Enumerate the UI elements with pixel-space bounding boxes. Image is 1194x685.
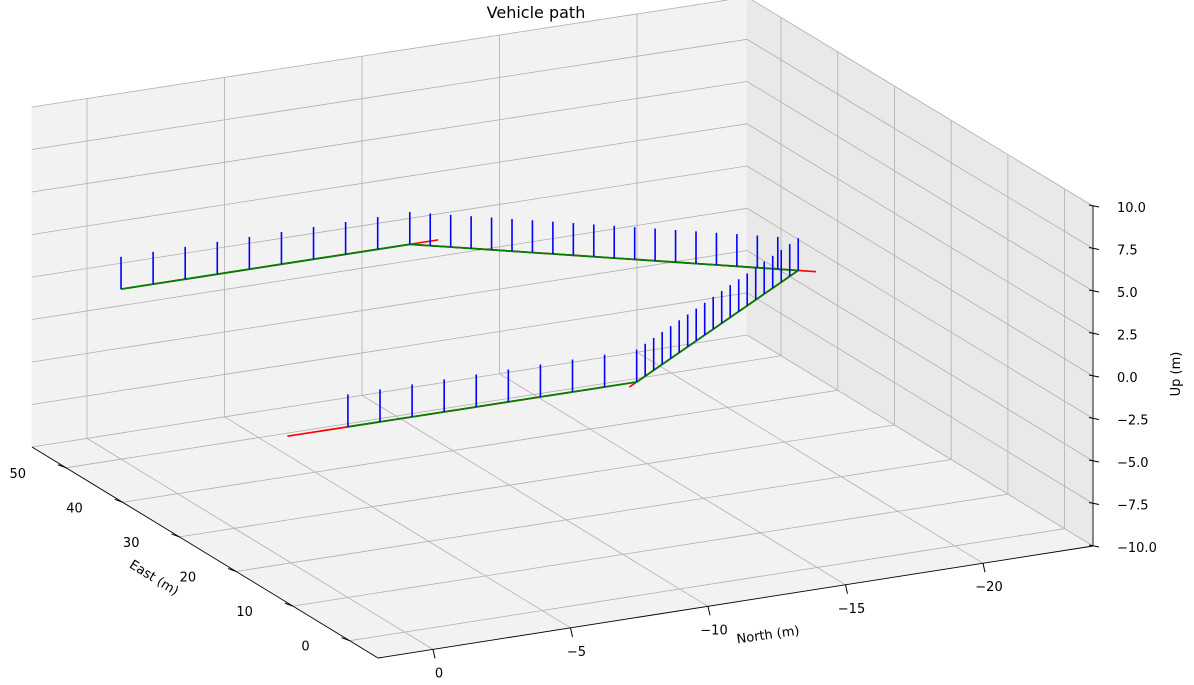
y-tick-label: 10 [236,605,253,620]
z-tick-mark [1088,247,1100,250]
axis-ticks: 0 −5 −10 −15 −20 0 10 20 30 40 50 −10.0 −7.5 −5.0 −2.5… [9,201,1156,681]
z-tick-label: −7.5 [1117,499,1149,514]
z-tick-mark [1088,204,1100,208]
z-gridline [31,123,1094,334]
x-tick-mark [707,606,711,616]
z-tick-mark [1088,502,1100,505]
z-tick-mark [1088,544,1100,548]
z-tick-mark [1088,332,1100,335]
z-tick-label: 2.5 [1117,329,1138,344]
y-tick-mark [341,637,350,642]
y-tick-mark [114,498,123,503]
z-gridline [31,0,1094,207]
z-gridline [31,81,1094,292]
y-axis-line [31,446,379,659]
y-tick-mark [171,533,180,538]
z-axis-label: Up (m) [1169,352,1184,397]
z-tick-mark [1088,417,1100,420]
z-tick-label: −5.0 [1117,456,1149,471]
z-tick-label: −10.0 [1117,541,1157,556]
y-tick-mark [228,568,237,572]
z-tick-mark [1088,289,1100,293]
x-tick-label: 0 [435,666,443,681]
z-gridline [31,165,1094,377]
y-tick-mark [57,464,67,469]
z-gridline [31,207,1094,419]
z-tick-label: 0.0 [1117,371,1138,386]
y-axis-label: East (m) [126,557,181,599]
chart-title: Vehicle path [487,3,586,22]
z-gridline [31,334,1094,547]
z-tick-label: 10.0 [1117,201,1146,216]
x-tick-label: −10 [700,623,727,638]
heading-arrow [287,426,349,438]
x-tick-label: −15 [838,602,865,617]
y-tick-label: 0 [301,640,309,655]
z-tick-label: 7.5 [1117,244,1138,259]
y-tick-label: 40 [66,501,83,516]
y-tick-mark [284,602,294,607]
z-gridline [31,38,1094,249]
axis-panes [30,0,1095,659]
y-tick-label: 20 [180,571,197,586]
y-tick-label: 30 [123,536,140,551]
z-tick-mark [1088,374,1100,378]
x-tick-label: −20 [975,580,1002,595]
x-axis-line [377,545,1094,659]
z-gridline [31,250,1094,462]
y-tick-label: 50 [9,467,26,482]
x-tick-mark [982,563,986,573]
z-tick-label: 5.0 [1117,286,1138,301]
x-tick-label: −5 [567,645,586,660]
x-axis-label: North (m) [736,624,801,648]
x-tick-mark [845,584,848,594]
z-tick-mark [1088,459,1100,463]
x-tick-mark [432,649,436,659]
x-tick-mark [570,627,573,637]
z-tick-label: −2.5 [1117,414,1149,429]
path-line [120,243,801,428]
up-arrows [120,212,800,427]
path-series [120,243,801,428]
